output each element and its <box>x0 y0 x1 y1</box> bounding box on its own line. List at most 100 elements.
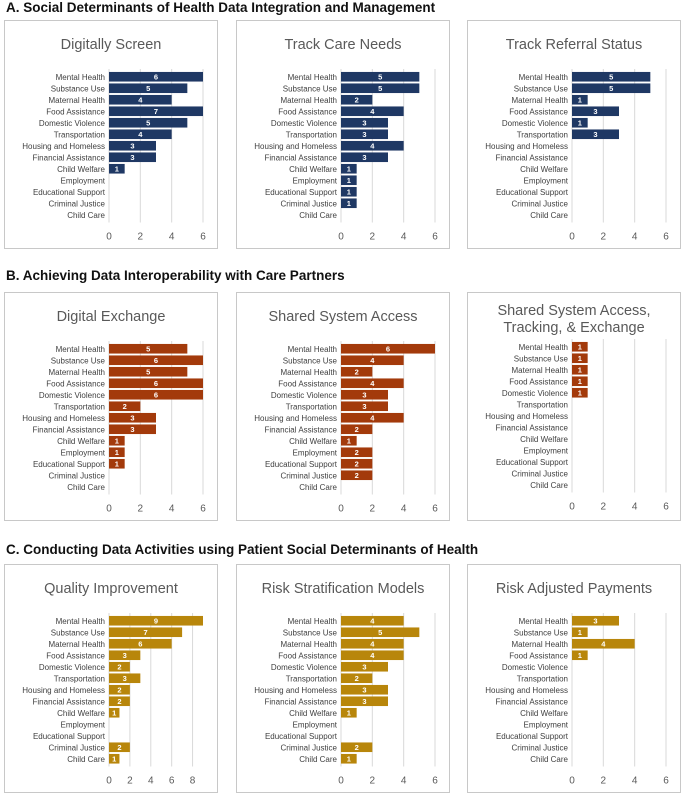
data-label-transportation: 3 <box>362 402 366 411</box>
category-label-employment: Employment <box>293 720 338 729</box>
bar-substance-use <box>572 627 588 638</box>
bar-child-welfare <box>341 435 357 446</box>
x-tick-label: 4 <box>169 232 175 243</box>
bar-food-assistance <box>109 378 203 389</box>
category-label-domestic-violence: Domestic Violence <box>39 391 106 400</box>
bar-child-welfare <box>341 163 357 174</box>
chart-quality-improvement: Quality Improvement 0 2 4 6 8 Mental Health 9 Su… <box>22 581 203 787</box>
bar-mental-health <box>341 71 420 82</box>
bar-criminal-justice <box>341 742 373 753</box>
bar-transportation <box>341 673 373 684</box>
data-label-transportation: 2 <box>355 674 359 683</box>
bar-employment <box>341 447 373 458</box>
x-tick-label: 2 <box>601 232 607 243</box>
x-tick-label: 6 <box>432 504 438 515</box>
bar-transportation <box>109 673 141 684</box>
data-label-child-welfare: 1 <box>112 709 116 718</box>
data-label-mental-health: 5 <box>378 73 382 82</box>
x-tick-label: 6 <box>432 776 438 787</box>
category-label-housing-and-homeless: Housing and Homeless <box>22 142 105 151</box>
chart-risk-stratification: Risk Stratification Models 0 2 4 6 Mental Hea… <box>254 581 438 787</box>
bar-food-assistance <box>572 376 588 387</box>
chart-panel-quality-improvement: Quality Improvement 0 2 4 6 8 Mental Health 9 Su… <box>4 564 218 793</box>
bar-child-welfare <box>109 707 120 718</box>
data-label-financial-assistance: 3 <box>130 153 134 162</box>
category-label-criminal-justice: Criminal Justice <box>512 199 569 208</box>
bar-mental-health <box>572 341 588 352</box>
bar-food-assistance <box>341 106 404 117</box>
x-tick-label: 4 <box>401 776 407 787</box>
x-tick-label: 4 <box>148 776 154 787</box>
data-label-food-assistance: 1 <box>578 651 582 660</box>
category-label-domestic-violence: Domestic Violence <box>502 119 569 128</box>
data-label-mental-health: 9 <box>154 617 158 626</box>
category-label-child-welfare: Child Welfare <box>289 437 337 446</box>
data-label-domestic-violence: 2 <box>117 663 121 672</box>
bar-housing-and-homeless <box>341 140 404 151</box>
data-label-substance-use: 7 <box>143 628 147 637</box>
data-label-substance-use: 4 <box>370 356 375 365</box>
data-label-housing-and-homeless: 3 <box>130 414 134 423</box>
category-label-educational-support: Educational Support <box>496 732 569 741</box>
data-label-transportation: 3 <box>593 130 597 139</box>
chart-digitally-screen: Digitally Screen 0 2 4 6 Mental Health 6 Substa… <box>22 37 206 243</box>
category-label-housing-and-homeless: Housing and Homeless <box>22 414 105 423</box>
bar-substance-use <box>109 83 188 94</box>
category-label-employment: Employment <box>61 176 106 185</box>
data-label-food-assistance: 3 <box>123 651 127 660</box>
category-label-transportation: Transportation <box>286 130 337 139</box>
data-label-employment: 2 <box>355 448 359 457</box>
data-label-substance-use: 5 <box>146 84 150 93</box>
data-label-housing-and-homeless: 2 <box>117 686 121 695</box>
x-tick-label: 0 <box>569 776 575 787</box>
data-label-child-welfare: 1 <box>347 437 351 446</box>
category-label-housing-and-homeless: Housing and Homeless <box>254 414 337 423</box>
bar-food-assistance <box>109 650 141 661</box>
category-label-financial-assistance: Financial Assistance <box>496 423 569 432</box>
data-label-transportation: 2 <box>123 402 127 411</box>
category-label-domestic-violence: Domestic Violence <box>39 663 106 672</box>
data-label-mental-health: 5 <box>146 345 150 354</box>
data-label-child-welfare: 1 <box>115 437 119 446</box>
category-label-substance-use: Substance Use <box>514 84 569 93</box>
bar-mental-health <box>572 71 651 82</box>
data-label-maternal-health: 1 <box>578 96 582 105</box>
category-label-maternal-health: Maternal Health <box>512 640 568 649</box>
category-label-housing-and-homeless: Housing and Homeless <box>485 142 568 151</box>
bar-mental-health <box>341 615 404 626</box>
category-label-maternal-health: Maternal Health <box>281 640 337 649</box>
category-label-transportation: Transportation <box>517 674 568 683</box>
bar-food-assistance <box>341 378 404 389</box>
category-label-criminal-justice: Criminal Justice <box>281 743 338 752</box>
bar-mental-health <box>572 615 619 626</box>
bar-housing-and-homeless <box>109 140 156 151</box>
x-tick-label: 6 <box>663 232 669 243</box>
category-label-mental-health: Mental Health <box>519 617 568 626</box>
category-label-substance-use: Substance Use <box>51 84 106 93</box>
x-tick-label: 0 <box>338 504 344 515</box>
category-label-criminal-justice: Criminal Justice <box>512 469 569 478</box>
category-label-food-assistance: Food Assistance <box>509 651 568 660</box>
data-label-maternal-health: 1 <box>578 366 582 375</box>
category-label-domestic-violence: Domestic Violence <box>502 663 569 672</box>
bar-substance-use <box>341 627 420 638</box>
bar-housing-and-homeless <box>341 684 388 695</box>
bar-maternal-health <box>109 638 172 649</box>
category-label-child-welfare: Child Welfare <box>57 709 105 718</box>
category-label-criminal-justice: Criminal Justice <box>49 743 106 752</box>
x-tick-label: 6 <box>169 776 175 787</box>
bar-child-welfare <box>109 163 125 174</box>
bar-transportation <box>109 129 172 140</box>
category-label-mental-health: Mental Health <box>288 617 337 626</box>
chart-shared-access-tracking-exchange: Shared System Access,Tracking, & Exchang… <box>485 303 669 513</box>
bar-financial-assistance <box>341 696 388 707</box>
data-label-mental-health: 4 <box>370 617 375 626</box>
category-label-employment: Employment <box>293 448 338 457</box>
x-tick-label: 2 <box>601 776 607 787</box>
bar-maternal-health <box>572 638 635 649</box>
category-label-educational-support: Educational Support <box>33 188 106 197</box>
chart-title: Shared System Access, <box>497 303 650 319</box>
data-label-substance-use: 5 <box>609 84 613 93</box>
data-label-mental-health: 1 <box>578 343 582 352</box>
x-tick-label: 4 <box>401 232 407 243</box>
